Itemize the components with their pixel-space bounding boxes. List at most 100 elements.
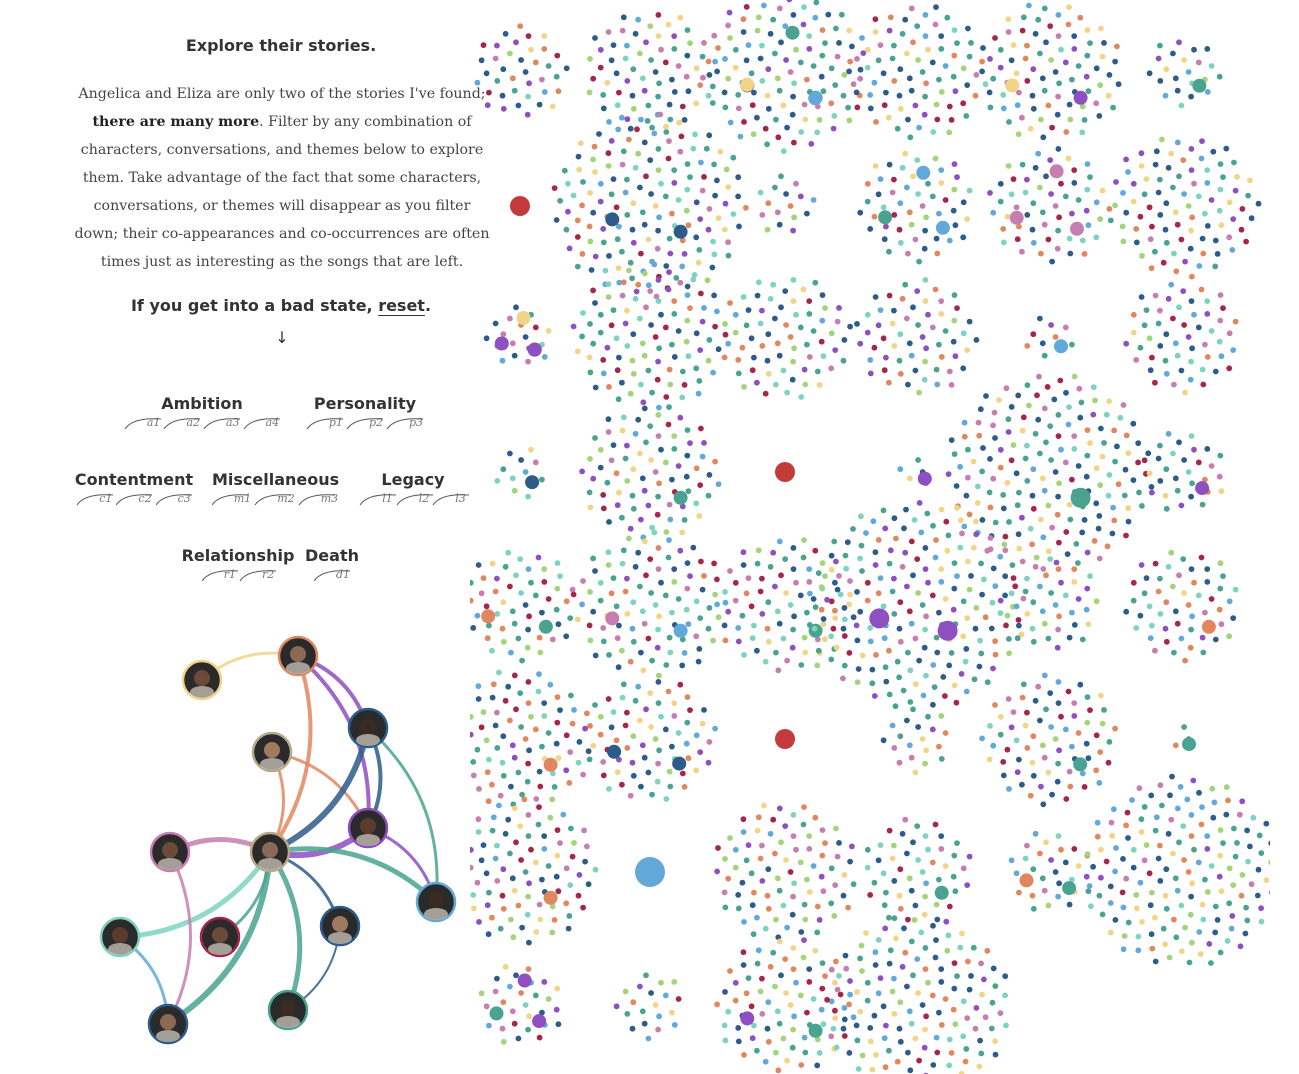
character-node-laurens[interactable] [251,731,293,773]
song-dot [492,988,499,995]
song-cluster[interactable] [579,404,722,541]
song-cluster[interactable] [470,796,599,946]
theme-key-l2[interactable]: l2 [395,491,433,507]
song-dot [511,487,518,494]
song-cluster[interactable] [775,729,795,749]
theme-key-r2[interactable]: r2 [238,567,277,583]
song-cluster[interactable] [979,672,1118,808]
character-node-hamilton[interactable] [249,831,291,873]
song-cluster[interactable] [721,277,853,400]
theme-key-p1[interactable]: p1 [305,415,345,431]
song-cluster[interactable] [714,537,857,674]
song-cluster[interactable] [857,150,973,265]
song-dot [954,573,960,579]
song-dot [1204,46,1211,52]
theme-key-m1[interactable]: m1 [210,491,253,507]
song-cluster[interactable] [510,196,530,216]
theme-key-r1[interactable]: r1 [200,567,238,583]
song-cluster[interactable] [757,173,817,234]
theme-key-l1[interactable]: l1 [358,491,397,507]
song-cluster[interactable] [846,4,989,141]
song-cluster[interactable] [551,111,749,300]
song-cluster[interactable] [478,963,562,1045]
song-dot [886,914,892,921]
song-cluster[interactable] [880,706,949,776]
song-cluster[interactable] [714,937,857,1074]
character-node-angelica[interactable] [149,831,191,873]
song-dot [1037,450,1043,457]
character-node-burr[interactable] [277,635,319,677]
song-cluster[interactable] [1146,39,1223,109]
character-node-king[interactable] [347,807,389,849]
song-cluster[interactable] [987,146,1113,265]
song-cluster[interactable] [807,500,1027,710]
theme-key-c3[interactable]: c3 [154,491,193,507]
song-cluster[interactable] [714,802,857,941]
song-cluster[interactable] [483,304,552,365]
theme-key-d1[interactable]: d1 [312,567,352,583]
song-cluster[interactable] [1008,830,1092,912]
song-cluster[interactable] [997,556,1100,651]
song-dot [605,429,612,435]
song-cluster[interactable] [1172,724,1196,752]
song-cluster[interactable] [700,0,867,155]
song-cluster[interactable] [586,12,718,135]
song-cluster[interactable] [1141,430,1225,512]
theme-key-a3[interactable]: a3 [202,415,242,431]
theme-key-c1[interactable]: c1 [75,491,114,507]
song-dot [1157,878,1164,884]
song-cluster[interactable] [1107,136,1262,280]
song-dot [880,204,887,211]
song-cluster[interactable] [824,915,1009,1074]
theme-key-m2[interactable]: m2 [253,491,296,507]
character-node-maria[interactable] [147,1003,189,1045]
song-cluster[interactable] [613,972,682,1042]
song-dot [911,517,918,523]
song-cluster[interactable] [854,277,980,396]
song-cluster[interactable] [979,2,1122,141]
character-node-washington[interactable] [347,707,389,749]
song-cluster[interactable] [1123,549,1239,664]
song-cluster[interactable] [570,261,729,411]
song-dot [942,996,949,1002]
song-dot [656,214,662,221]
character-node-eliza[interactable] [99,916,141,958]
song-cluster[interactable] [1123,281,1239,396]
song-cluster[interactable] [775,462,795,482]
character-node-lafayette[interactable] [415,881,457,923]
character-node-peggy[interactable] [199,916,241,958]
character-node-philip[interactable] [267,989,309,1031]
song-cluster[interactable] [945,373,1155,572]
theme-key-p3[interactable]: p3 [385,415,425,431]
song-cluster[interactable] [470,669,592,808]
character-node-mulligan[interactable] [319,905,361,947]
theme-key-l3[interactable]: l3 [431,491,470,507]
song-cluster[interactable] [470,549,576,664]
reset-link[interactable]: reset [378,296,425,315]
song-cluster[interactable] [897,457,932,487]
song-cluster[interactable] [474,23,570,118]
theme-key-a2[interactable]: a2 [162,415,202,431]
song-cluster[interactable] [635,857,665,887]
song-dot [1170,450,1176,457]
song-dot [986,756,993,763]
song-cluster[interactable] [1024,315,1075,359]
character-node-ensemble[interactable] [181,659,223,701]
song-dot [513,706,519,713]
song-dot [1029,892,1036,899]
song-dot [1055,493,1061,500]
theme-key-m3[interactable]: m3 [297,491,340,507]
song-cluster[interactable] [570,529,729,679]
song-cluster[interactable] [494,446,545,500]
song-dot [1238,226,1245,233]
song-dot [984,679,991,686]
song-cluster[interactable] [1084,773,1270,966]
theme-key-c2[interactable]: c2 [114,491,153,507]
theme-key-p2[interactable]: p2 [345,415,385,431]
song-cluster[interactable] [586,679,718,802]
song-cluster[interactable] [864,816,973,923]
theme-key-a4[interactable]: a4 [242,415,282,431]
theme-key-a1[interactable]: a1 [123,415,163,431]
song-dot [790,626,796,633]
song-dot [1041,352,1048,359]
